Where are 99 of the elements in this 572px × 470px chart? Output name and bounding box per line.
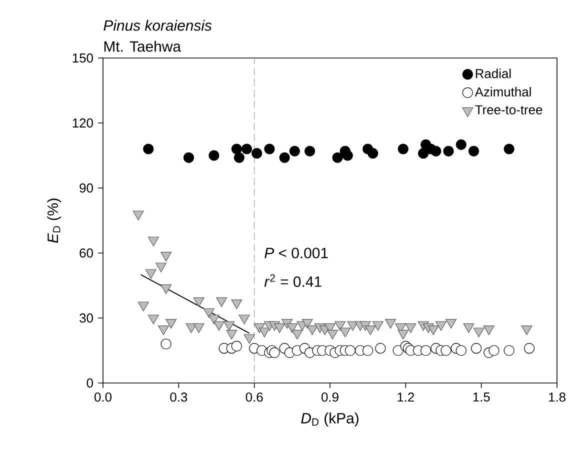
point [269, 347, 280, 358]
x-tick-label: 0.6 [246, 392, 263, 402]
x-tick-label: 1.8 [548, 392, 566, 402]
point [368, 148, 378, 159]
point [468, 146, 480, 156]
y-tick-label: 150 [72, 53, 93, 63]
legend-label: Azimuthal [474, 86, 531, 97]
point [208, 314, 220, 324]
point [231, 300, 242, 310]
point [166, 319, 177, 329]
y-tick-label: 0 [86, 378, 93, 388]
point [473, 328, 484, 338]
point [470, 343, 482, 354]
y-tick-label: 90 [80, 183, 93, 193]
point [405, 323, 416, 333]
point [340, 328, 351, 338]
point [463, 323, 474, 333]
x-tick-label: 1.5 [473, 392, 490, 402]
y-tick-label: 120 [72, 118, 93, 128]
point [231, 340, 242, 352]
point [193, 323, 204, 333]
point [289, 146, 300, 156]
point [264, 144, 275, 154]
point [392, 345, 404, 356]
point [456, 345, 466, 356]
point [362, 345, 374, 356]
point [342, 150, 353, 161]
point [440, 345, 452, 356]
point [231, 144, 242, 154]
point [306, 326, 318, 336]
point [148, 236, 159, 246]
point [483, 326, 494, 336]
point [304, 146, 316, 156]
point [158, 326, 170, 336]
point [334, 321, 346, 331]
point [385, 319, 396, 329]
chart-title: Pinus koraiensis [104, 20, 212, 31]
legend-label: Radial [476, 68, 511, 78]
point [183, 152, 194, 163]
point [428, 326, 439, 336]
legend-label: Tree-to-tree [475, 105, 542, 114]
point [274, 323, 286, 333]
point [327, 330, 338, 340]
point [347, 321, 358, 331]
point [156, 262, 167, 272]
point [398, 144, 408, 154]
x-tick-label: 0.9 [322, 392, 338, 402]
point [145, 269, 156, 279]
x-tick-label: 0.0 [94, 392, 112, 402]
point [420, 345, 432, 356]
point [435, 321, 446, 331]
point [226, 330, 238, 340]
y-tick-label: 30 [80, 313, 93, 323]
point [375, 343, 386, 354]
annotation: P < 0.001 [264, 248, 328, 258]
point [160, 284, 172, 294]
point [332, 152, 343, 163]
point [521, 326, 532, 336]
point [456, 139, 466, 150]
point [252, 148, 262, 159]
point [203, 308, 214, 318]
point [160, 252, 172, 262]
point [193, 297, 204, 307]
point [372, 321, 384, 331]
point [286, 323, 298, 333]
point [224, 321, 235, 331]
point [446, 319, 457, 329]
point [238, 314, 250, 324]
y-axis-title: E$_{D}$ (%) [47, 198, 62, 243]
annotation: r$^{2}$ = 0.41 [264, 274, 322, 287]
point [443, 146, 454, 156]
point [292, 330, 303, 340]
point [504, 144, 514, 154]
point [132, 210, 144, 220]
point [234, 152, 244, 163]
y-tick-label: 60 [80, 248, 93, 258]
point [302, 319, 313, 329]
point [488, 345, 500, 356]
point [258, 328, 270, 338]
point [524, 343, 535, 354]
point [279, 152, 290, 163]
point [160, 338, 172, 350]
point [208, 150, 220, 161]
point [148, 314, 159, 324]
x-axis-title: D$_{D}$ (kPa) [301, 412, 358, 426]
point [138, 302, 149, 312]
point [244, 334, 255, 344]
point [214, 321, 225, 331]
x-tick-label: 1.2 [398, 392, 414, 402]
point [216, 297, 228, 307]
point [398, 330, 409, 340]
point [430, 146, 442, 156]
point [344, 345, 356, 356]
point [504, 345, 514, 356]
x-tick-label: 0.3 [170, 392, 188, 402]
chart-subtitle: Mt. Taehwa [104, 40, 181, 52]
point [241, 144, 252, 154]
point [143, 144, 154, 154]
point [364, 326, 376, 336]
